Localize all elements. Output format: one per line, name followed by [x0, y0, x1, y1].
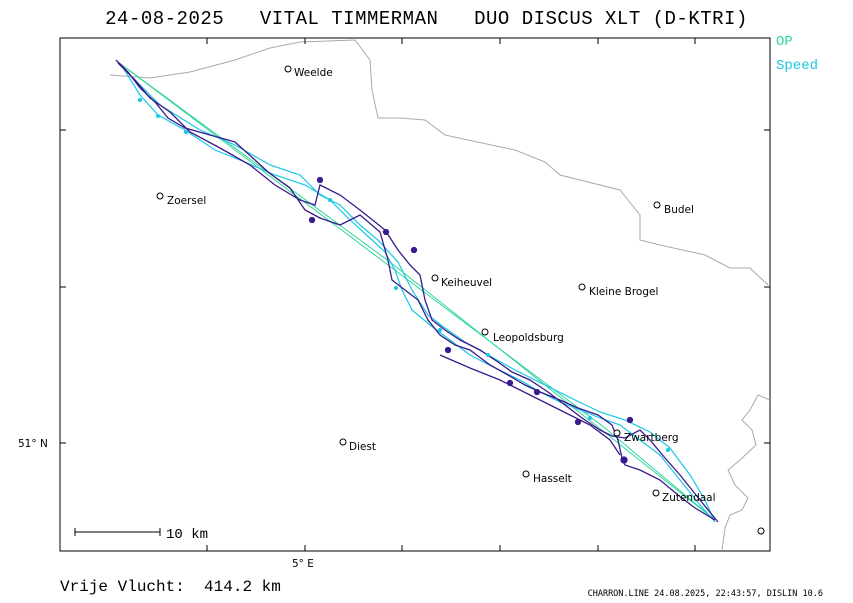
flight-track: [115, 59, 719, 523]
generator-stamp: CHARRON.LINE 24.08.2025, 22:43:57, DISLI…: [587, 589, 823, 599]
place-zoersel: Zoersel: [167, 195, 206, 207]
page-title: 24-08-2025 VITAL TIMMERMAN DUO DISCUS XL…: [105, 8, 748, 30]
scale-bar: [74, 528, 161, 536]
speed-track: [121, 65, 716, 523]
place-budel: Budel: [664, 204, 694, 216]
scale-label: 10 km: [166, 527, 208, 543]
axis-ticks: [60, 38, 770, 551]
map-frame: [59, 37, 771, 552]
place-leopoldsburg: Leopoldsburg: [493, 332, 564, 344]
place-kleine-brogel: Kleine Brogel: [589, 286, 658, 298]
legend-speed: Speed: [776, 58, 819, 74]
place-labels: Weelde Zoersel Budel Keiheuvel Kleine Br…: [167, 67, 716, 504]
place-zwartberg: Zwartberg: [624, 432, 679, 444]
lat-label: 51° N: [18, 438, 48, 450]
distance-value: 414.2 km: [204, 578, 281, 596]
place-markers: [156, 65, 765, 535]
distance-summary: Vrije Vlucht: 414.2 km: [60, 578, 281, 596]
lon-label: 5° E: [292, 558, 314, 570]
place-weelde: Weelde: [294, 67, 333, 79]
place-hasselt: Hasselt: [533, 473, 572, 485]
distance-label: Vrije Vlucht:: [60, 578, 185, 596]
country-borders: [109, 39, 771, 551]
place-keiheuvel: Keiheuvel: [441, 277, 492, 289]
place-zutendaal: Zutendaal: [662, 492, 716, 504]
legend-op: OP: [776, 34, 793, 50]
place-diest: Diest: [349, 441, 376, 453]
speed-markers: [138, 98, 670, 452]
